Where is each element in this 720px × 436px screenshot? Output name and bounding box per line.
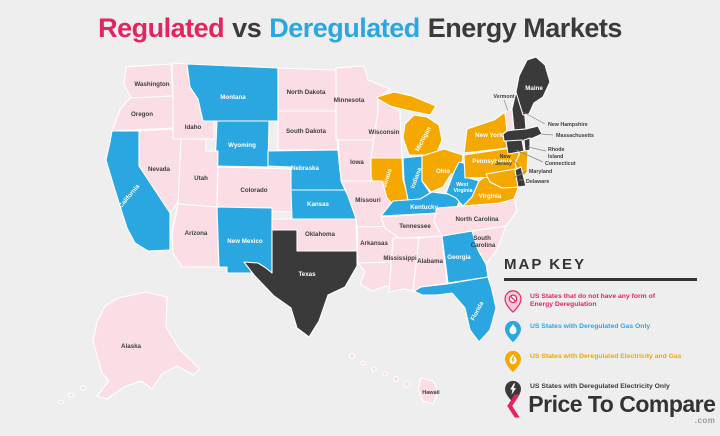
label-rhode-island: Rhode Island [548, 147, 566, 160]
label-south-dakota: South Dakota [286, 128, 326, 135]
label-oklahoma: Oklahoma [305, 231, 335, 238]
leader-line-maryland [512, 170, 528, 179]
state-montana [186, 63, 279, 122]
label-maryland: Maryland [529, 169, 552, 175]
label-delaware: Delaware [526, 179, 549, 185]
leader-line-new-jersey [512, 159, 520, 167]
state-new-mexico [216, 206, 273, 274]
label-new-jersey: New Jersey [495, 154, 512, 167]
label-iowa: Iowa [350, 159, 364, 166]
map-key-underline [504, 278, 697, 281]
label-virginia: Virginia [479, 193, 502, 200]
label-alaska: Alaska [121, 343, 142, 350]
label-wyoming: Wyoming [228, 142, 256, 149]
label-utah: Utah [194, 175, 208, 182]
label-new-mexico: New Mexico [227, 238, 263, 245]
state-hawaii [348, 352, 439, 405]
label-west-virginia: West Virginia [454, 182, 473, 194]
state-west-virginia [445, 161, 480, 207]
label-oregon: Oregon [131, 111, 153, 118]
no-deregulation-pin-icon [504, 290, 522, 313]
label-kansas: Kansas [307, 201, 330, 208]
key-item-electricity-gas-label: US States with Deregulated Electricity a… [530, 353, 682, 360]
label-tennessee: Tennessee [399, 223, 431, 230]
label-kentucky: Kentucky [410, 204, 438, 211]
label-maine: Maine [525, 85, 543, 92]
label-nebraska: Nebraska [291, 165, 319, 172]
title-regulated: Regulated [98, 13, 225, 43]
label-hawaii: Hawaii [422, 390, 440, 396]
label-washington: Washington [134, 81, 169, 88]
state-rhode-island [523, 137, 531, 152]
label-colorado: Colorado [240, 187, 267, 194]
label-missouri: Missouri [355, 197, 381, 204]
label-idaho: Idaho [185, 124, 202, 131]
label-georgia: Georgia [447, 254, 471, 261]
page-title: Regulated vs Deregulated Energy Markets [0, 13, 720, 44]
key-item-gas-only-label: US States with Deregulated Gas Only [530, 323, 651, 330]
leader-line-massachusetts [540, 133, 554, 136]
key-item-regulated-label: US States that do not have any form of E… [530, 293, 656, 308]
leader-line-rhode-island [527, 146, 547, 152]
electricity-gas-pin-icon [505, 350, 521, 373]
key-item-electricity-only-label: US States with Deregulated Electricity O… [530, 383, 670, 390]
label-minnesota: Minnesota [334, 97, 365, 104]
state-california [105, 130, 171, 252]
label-montana: Montana [220, 94, 246, 101]
label-wisconsin: Wisconsin [369, 129, 400, 136]
alaska-island [79, 385, 87, 391]
state-north-carolina [433, 198, 518, 237]
state-alaska [92, 291, 201, 400]
electricity-pin-icon [505, 380, 521, 403]
state-michigan [376, 91, 443, 156]
logo-dotcom: .com [694, 416, 716, 425]
alaska-island [57, 399, 65, 405]
gas-pin-icon [505, 320, 521, 343]
leader-lines [503, 99, 554, 181]
key-item-electricity-only: US States with Deregulated Electricity O… [504, 380, 709, 403]
label-ohio: Ohio [436, 168, 450, 175]
label-mississippi: Mississippi [383, 255, 417, 262]
title-vs: vs [232, 13, 262, 43]
label-arizona: Arizona [185, 230, 208, 237]
state-delaware [514, 166, 527, 188]
chevron-left-icon: ❮ [504, 391, 524, 417]
title-deregulated: Deregulated [269, 13, 420, 43]
label-connecticut: Connecticut [545, 161, 576, 167]
state-ohio [421, 148, 464, 193]
leader-line-vermont [503, 99, 509, 112]
key-item-gas-only: US States with Deregulated Gas Only [504, 320, 709, 343]
map-key-title: MAP KEY [504, 256, 587, 273]
map-key: MAP KEY US States that do not have any f… [504, 256, 709, 410]
label-nevada: Nevada [148, 166, 171, 173]
state-texas [243, 229, 358, 338]
state-utah [177, 138, 219, 208]
state-florida [413, 276, 497, 343]
label-north-dakota: North Dakota [287, 89, 326, 96]
logo-text: Price To Compare .com [528, 391, 716, 425]
label-new-hampshire: New Hampshire [548, 122, 588, 128]
alaska-island [67, 392, 75, 398]
title-energy-markets: Energy Markets [427, 13, 623, 43]
leader-line-connecticut [515, 149, 544, 163]
key-item-electricity-gas: US States with Deregulated Electricity a… [504, 350, 709, 373]
label-north-carolina: North Carolina [456, 216, 500, 223]
price-to-compare-logo[interactable]: ❮ Price To Compare.com ❯ [504, 391, 720, 425]
label-alabama: Alabama [417, 258, 443, 265]
state-massachusetts [502, 125, 543, 142]
label-pennsylvania: Pennsylvania [472, 158, 512, 165]
label-texas: Texas [298, 271, 316, 278]
key-item-regulated: US States that do not have any form of E… [504, 290, 709, 313]
label-arkansas: Arkansas [360, 240, 388, 247]
label-south-carolina: South Carolina [471, 235, 496, 249]
label-new-york: New York [475, 132, 503, 139]
label-massachusetts: Massachusetts [556, 133, 594, 139]
leader-line-new-hampshire [522, 111, 546, 125]
state-connecticut [505, 139, 525, 155]
label-vermont: Vermont [493, 94, 514, 100]
